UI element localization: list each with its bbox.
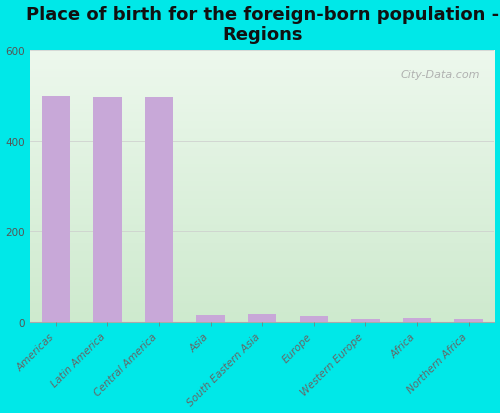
Bar [352, 319, 380, 322]
Bar [145, 98, 173, 322]
Bar [248, 314, 276, 322]
Bar [196, 315, 225, 322]
Bar [300, 317, 328, 322]
Bar [454, 319, 483, 322]
Bar [94, 98, 122, 322]
Bar [403, 318, 431, 322]
Text: City-Data.com: City-Data.com [401, 70, 480, 80]
Bar [42, 97, 70, 322]
Title: Place of birth for the foreign-born population -
Regions: Place of birth for the foreign-born popu… [26, 5, 499, 44]
